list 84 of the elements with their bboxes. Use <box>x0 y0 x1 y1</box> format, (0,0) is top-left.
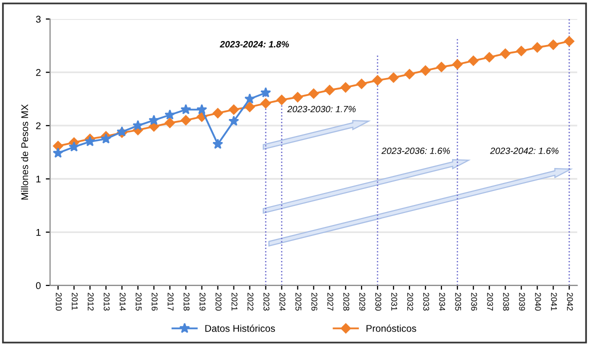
point <box>500 48 510 59</box>
x-tick-label: 2035 <box>455 292 462 311</box>
y-tick-label: 0 <box>36 282 41 290</box>
annotation: 2023-2030: 1.7% <box>287 106 356 112</box>
point <box>356 78 367 89</box>
x-tick-label: 2014 <box>120 292 126 311</box>
point <box>244 102 255 112</box>
point <box>84 136 96 146</box>
point <box>164 109 176 120</box>
x-tick-label: 2011 <box>72 292 78 310</box>
annotation: 2023-2042: 1.6% <box>490 148 559 154</box>
x-tick-label: 2012 <box>88 292 94 311</box>
x-tick-label: 2016 <box>152 292 158 311</box>
point <box>100 133 112 144</box>
x-tick-label: 2042 <box>566 292 573 311</box>
point <box>228 104 239 115</box>
point <box>68 141 80 152</box>
point <box>452 59 463 70</box>
point <box>244 93 256 104</box>
x-tick-label: 2017 <box>168 292 174 311</box>
y-tick-label: 2 <box>36 122 41 130</box>
point <box>52 148 64 158</box>
point <box>228 116 240 126</box>
point <box>340 82 351 93</box>
point <box>484 52 494 62</box>
x-tick-label: 2024 <box>279 292 286 311</box>
y-tick-label: 3 <box>36 16 41 23</box>
y-tick-label: 2 <box>36 69 41 76</box>
x-tick-label: 2018 <box>184 292 190 311</box>
annotation: 2023-2024: 1.8% <box>220 41 289 48</box>
point <box>260 87 272 98</box>
y-axis-title: Millones de Pesos MX <box>21 104 28 200</box>
point <box>564 36 574 46</box>
x-tick-label: 2038 <box>503 292 509 311</box>
point <box>468 56 478 66</box>
x-tick-label: 2036 <box>471 292 478 311</box>
x-tick-label: 2015 <box>136 292 142 311</box>
x-tick-label: 2013 <box>104 292 110 311</box>
point <box>516 46 526 56</box>
x-tick-label: 2030 <box>375 292 382 311</box>
point <box>404 68 415 80</box>
point <box>196 104 208 114</box>
point <box>276 94 287 105</box>
point <box>420 65 431 76</box>
x-tick-label: 2023 <box>263 292 270 311</box>
point <box>372 75 383 86</box>
x-tick-label: 2032 <box>407 292 414 311</box>
point <box>148 114 160 125</box>
point <box>292 92 303 102</box>
point <box>308 88 319 99</box>
x-tick-label: 2037 <box>487 292 494 311</box>
point <box>212 138 224 149</box>
y-tick-label: 1 <box>36 176 41 182</box>
y-tick-label: 1 <box>36 229 41 236</box>
x-tick-label: 2021 <box>232 292 238 311</box>
point <box>180 115 191 126</box>
x-tick-label: 2010 <box>56 292 62 311</box>
point <box>132 120 144 130</box>
point <box>436 62 447 72</box>
x-tick-label: 2031 <box>391 292 398 311</box>
x-tick-label: 2022 <box>248 292 254 311</box>
x-tick-label: 2028 <box>343 292 350 311</box>
annotation: 2023-2036: 1.6% <box>381 148 450 154</box>
point <box>548 40 558 50</box>
x-tick-label: 2027 <box>327 292 334 311</box>
x-tick-label: 2033 <box>423 292 430 311</box>
x-tick-label: 2041 <box>551 292 557 311</box>
legend-label: Datos Históricos <box>205 324 275 332</box>
point <box>212 108 223 118</box>
x-tick-label: 2019 <box>200 292 206 311</box>
x-tick-label: 2025 <box>295 292 302 311</box>
x-tick-label: 2020 <box>216 292 222 311</box>
point <box>532 42 542 53</box>
x-tick-label: 2040 <box>535 292 541 311</box>
point <box>324 84 335 96</box>
point <box>180 104 192 114</box>
x-tick-label: 2034 <box>439 292 446 311</box>
point <box>260 98 271 109</box>
point <box>164 118 175 128</box>
legend-label: Pronósticos <box>366 324 416 332</box>
x-tick-label: 2039 <box>519 292 525 311</box>
point <box>388 72 399 83</box>
x-tick-label: 2026 <box>311 292 318 311</box>
x-tick-label: 2029 <box>359 292 366 311</box>
